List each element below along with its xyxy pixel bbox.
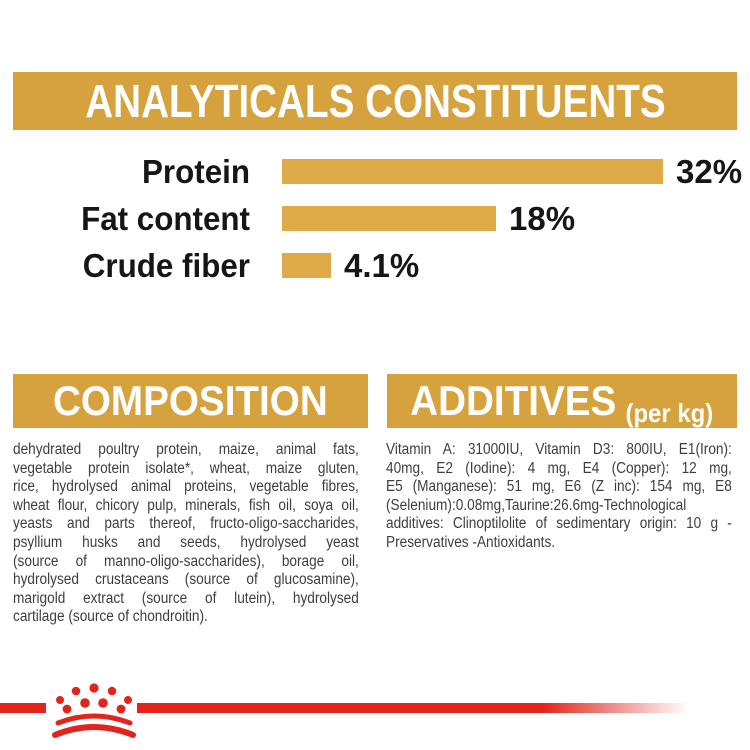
nutrient-bar [282, 159, 663, 184]
additives-text-line: (Selenium):0.08mg,Taurine:26.6mg-Technol… [386, 496, 687, 514]
chart-row-protein: Protein 32% [0, 148, 750, 195]
nutrient-value: 18% [509, 199, 576, 237]
additives-text: Vitamin A: 31000IU, Vitamin D3: 800IU, E… [386, 441, 750, 553]
composition-text-line: wheat flour, chicory pulp, minerals, fis… [13, 496, 359, 514]
composition-text-line: (source of manno-oligo-saccharides), bor… [13, 552, 359, 570]
nutrient-bar [282, 206, 496, 231]
composition-text-line: dehydrated poultry protein, maize, anima… [13, 441, 359, 458]
composition-title: COMPOSITION [53, 377, 328, 424]
composition-text-line: marigold extract (source of lutein), hyd… [13, 589, 359, 607]
composition-text: dehydrated poultry protein, maize, anima… [13, 441, 406, 627]
composition-banner: COMPOSITION [13, 374, 368, 428]
additives-title: ADDITIVES [410, 377, 617, 424]
brand-divider-line-right [137, 703, 700, 713]
additives-text-line: additives: Clinoptilolite of sedimentary… [386, 515, 732, 533]
composition-text-line: yeasts and parts thereof, fructo-oligo-s… [13, 515, 359, 533]
chart-row-fat-content: Fat content 18% [0, 195, 750, 242]
additives-text-line: 40mg, E2 (Iodine): 4 mg, E4 (Copper): 12… [386, 459, 732, 477]
additives-text-line: Preservatives -Antioxidants. [386, 533, 556, 551]
nutrient-label: Crude fiber [82, 246, 250, 284]
brand-divider-line-left [0, 703, 46, 713]
additives-unit-label: (per kg) [625, 398, 714, 428]
nutrient-value: 4.1% [344, 246, 420, 284]
composition-text-line: cartilage (source of chondroitin). [13, 608, 208, 626]
nutrient-label: Fat content [81, 199, 250, 237]
composition-text-line: vegetable protein isolate*, wheat, maize… [13, 459, 359, 477]
additives-text-line: Vitamin A: 31000IU, Vitamin D3: 800IU, E… [386, 441, 732, 458]
nutrient-value: 32% [676, 152, 743, 190]
royal-canin-crown-icon [52, 683, 136, 738]
nutrient-bar [282, 253, 331, 278]
nutrient-bar-chart: Protein 32% Fat content 18% Crude fiber … [0, 148, 750, 289]
analytical-constituents-title: ANALYTICALS CONSTITUENTS [84, 75, 666, 127]
composition-text-line: psyllium husks and seeds, hydrolysed yea… [13, 533, 359, 551]
chart-row-crude-fiber: Crude fiber 4.1% [0, 242, 750, 289]
composition-text-line: rice, hydrolysed animal proteins, vegeta… [13, 478, 359, 496]
additives-text-line: E5 (Manganese): 51 mg, E6 (Z inc): 154 m… [386, 478, 732, 496]
composition-text-line: hydrolysed crustaceans (source of glucos… [13, 571, 359, 589]
additives-banner: ADDITIVES (per kg) [387, 374, 737, 428]
nutrient-label: Protein [141, 152, 250, 190]
analytical-constituents-banner: ANALYTICALS CONSTITUENTS [13, 72, 737, 130]
